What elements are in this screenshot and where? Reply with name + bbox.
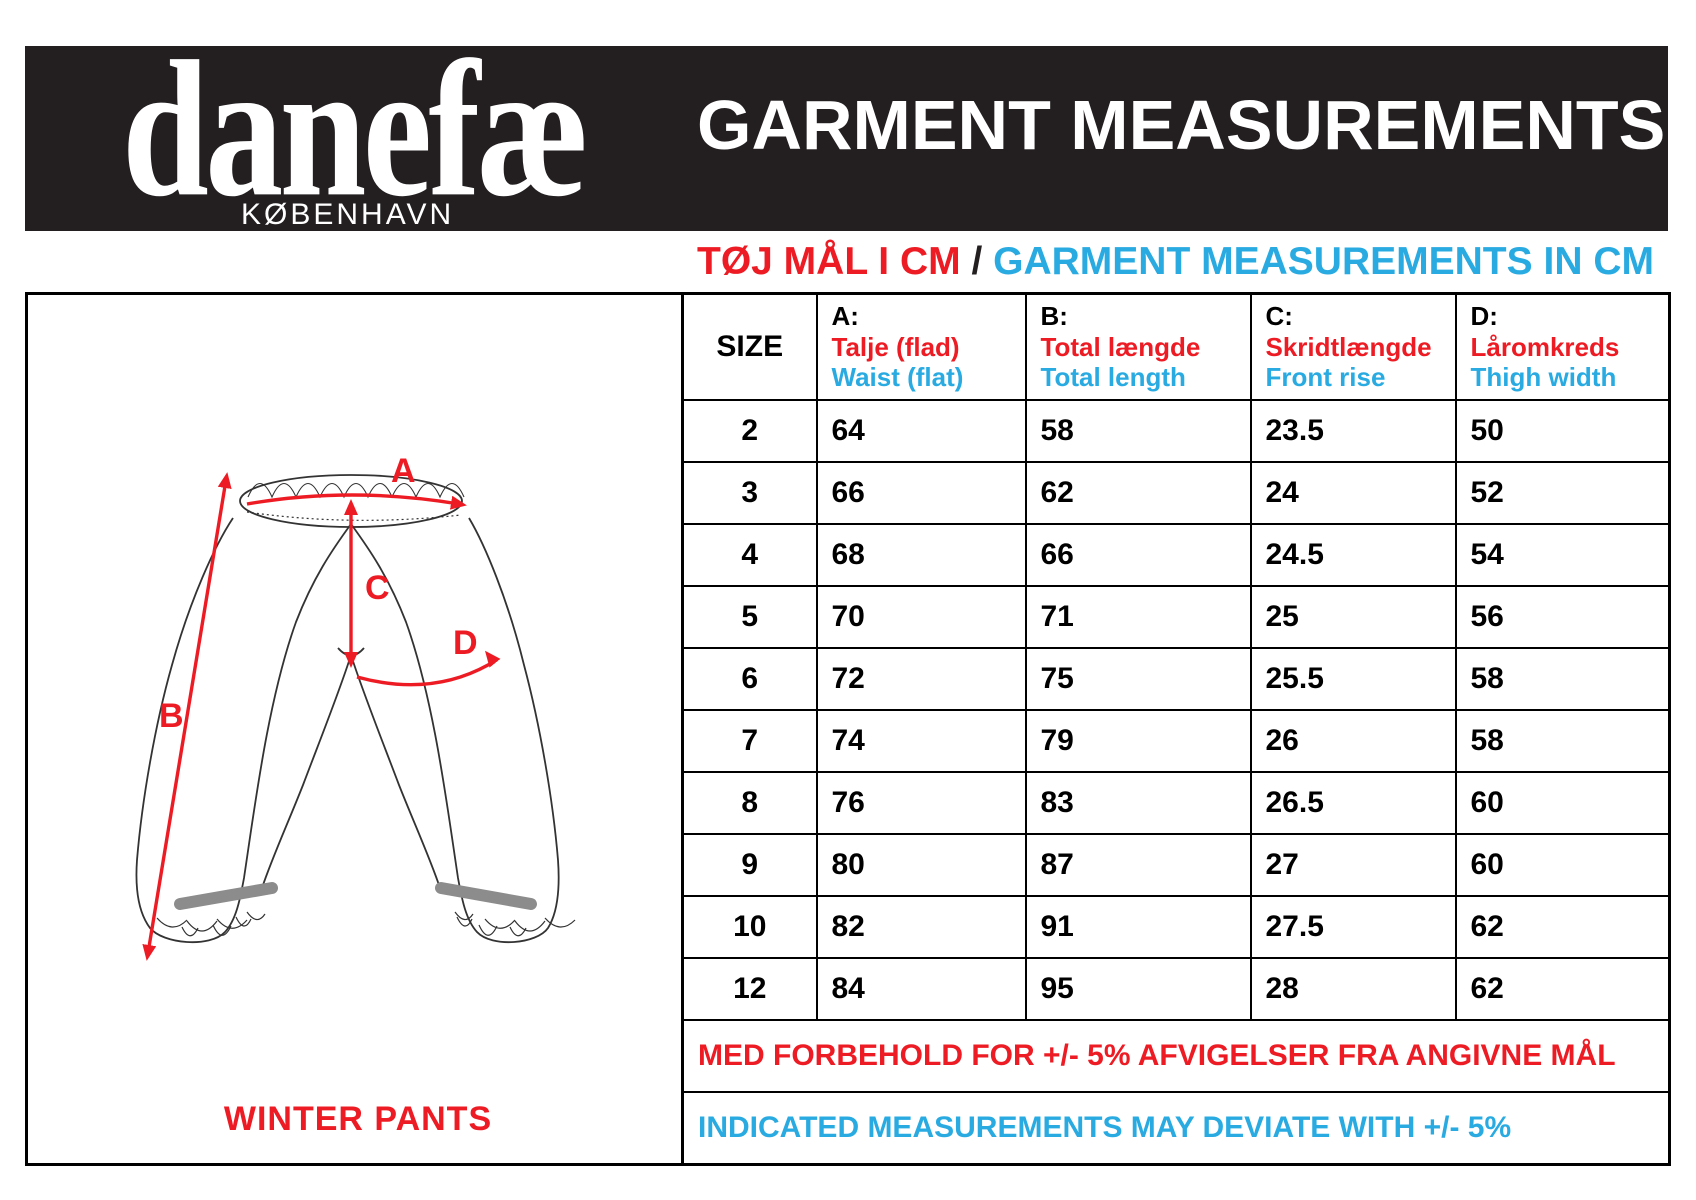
svg-text:B: B — [159, 697, 184, 735]
svg-text:C: C — [365, 569, 390, 607]
svg-text:D: D — [453, 624, 478, 662]
svg-text:A: A — [391, 452, 416, 490]
